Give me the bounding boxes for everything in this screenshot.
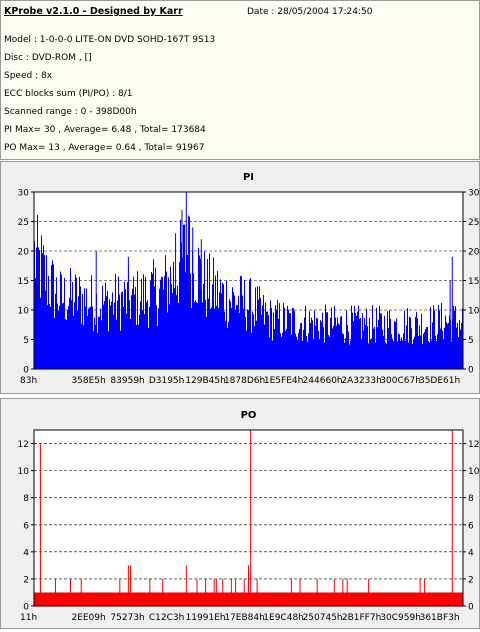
y-tick-label: 10 [18, 307, 30, 317]
y-tick-label-right: 12 [468, 440, 479, 450]
y-tick-label-right: 6 [468, 521, 474, 531]
y-tick-label-right: 5 [468, 336, 474, 346]
y-tick-label-right: 8 [468, 494, 474, 504]
x-tick-label: 11991Eh [186, 613, 226, 623]
chart-title: PI [243, 172, 254, 183]
y-tick-label-right: 25 [468, 218, 479, 228]
x-tick-label: 2A3233h [341, 376, 382, 386]
y-tick-label-right: 20 [468, 248, 479, 258]
info-ecc: ECC blocks sum (PI/PO) : 8/1 [4, 89, 133, 99]
y-tick-label: 0 [23, 366, 29, 376]
x-tick-label: D3195h [149, 376, 185, 386]
y-tick-label: 8 [23, 494, 29, 504]
x-tick-label: 2EE09h [71, 613, 105, 623]
x-tick-label: 83h [20, 376, 37, 386]
po-chart: PO 0 0 2 2 4 4 6 6 8 8 10 10 12 12 11h 2EE09h 75273h C12C3… [18, 410, 480, 623]
y-tick-label-right: 10 [468, 307, 479, 317]
y-tick-label: 30 [18, 189, 30, 199]
x-tick-label: 11h [20, 613, 37, 623]
x-tick-label: 358E5h [71, 376, 105, 386]
y-tick-label: 12 [18, 440, 29, 450]
x-tick-label: 75273h [110, 613, 144, 623]
x-tick-label: 2B1FF7h [342, 613, 381, 623]
pi-chart: PI 0 0 5 5 10 10 15 15 20 20 25 25 30 30 83h 358E5h 83959… [18, 172, 480, 386]
y-tick-label: 5 [23, 336, 29, 346]
x-tick-label: 361BF3h [420, 613, 460, 623]
x-tick-label: 35DE61h [419, 376, 460, 386]
chart-title: PO [241, 410, 257, 421]
y-tick-label-right: 4 [468, 548, 474, 558]
info-panel: KProbe v2.1.0 - Designed by Karr Date : … [0, 0, 480, 160]
info-model: Model : 1-0-0-0 LITE-ON DVD SOHD-167T 9S… [4, 35, 216, 45]
x-tick-label: 300C67h [380, 376, 421, 386]
y-tick-label-right: 0 [468, 366, 474, 376]
y-tick-label: 0 [23, 603, 29, 613]
y-tick-label-right: 2 [468, 575, 474, 585]
info-speed: Speed : 8x [4, 71, 53, 81]
x-tick-label: 1878D6h [224, 376, 265, 386]
pi-chart-panel: PI 0 0 5 5 10 10 15 15 20 20 25 25 30 30 83h 358E5h 83959… [0, 161, 480, 394]
x-tick-label: 250745h [303, 613, 343, 623]
x-tick-label: 30C959h [380, 613, 421, 623]
info-po-stats: PO Max= 13 , Average= 0.64 , Total= 9196… [4, 143, 205, 153]
po-chart-panel: PO 0 0 2 2 4 4 6 6 8 8 10 10 12 12 11h 2EE09h 75273h C12C3… [0, 398, 480, 629]
info-pi-stats: PI Max= 30 , Average= 6.48 , Total= 1736… [4, 125, 206, 135]
info-disc: Disc : DVD-ROM , [] [4, 53, 92, 63]
x-tick-label: 83959h [110, 376, 144, 386]
y-tick-label: 25 [18, 218, 29, 228]
y-tick-label-right: 15 [468, 277, 479, 287]
y-tick-label: 4 [23, 548, 29, 558]
plot-frame [33, 429, 464, 607]
x-tick-label: C12C3h [149, 613, 184, 623]
y-tick-label: 6 [23, 521, 29, 531]
x-tick-label: 244660h [303, 376, 343, 386]
x-tick-label: 17EB84h [224, 613, 264, 623]
y-tick-label: 15 [18, 277, 29, 287]
x-tick-label: 1E9C48h [263, 613, 304, 623]
y-tick-label: 20 [18, 248, 30, 258]
y-tick-label-right: 10 [468, 467, 479, 477]
info-range: Scanned range : 0 - 398D00h [4, 107, 137, 117]
x-tick-label: 129B45h [185, 376, 226, 386]
y-tick-label: 10 [18, 467, 30, 477]
app-title: KProbe v2.1.0 - Designed by Karr [4, 6, 183, 17]
plot-frame [33, 191, 464, 370]
x-tick-label: 1E5FE4h [264, 376, 303, 386]
y-tick-label: 2 [23, 575, 29, 585]
scan-date: Date : 28/05/2004 17:24:50 [247, 7, 373, 17]
y-tick-label-right: 30 [468, 189, 479, 199]
y-tick-label-right: 0 [468, 603, 474, 613]
